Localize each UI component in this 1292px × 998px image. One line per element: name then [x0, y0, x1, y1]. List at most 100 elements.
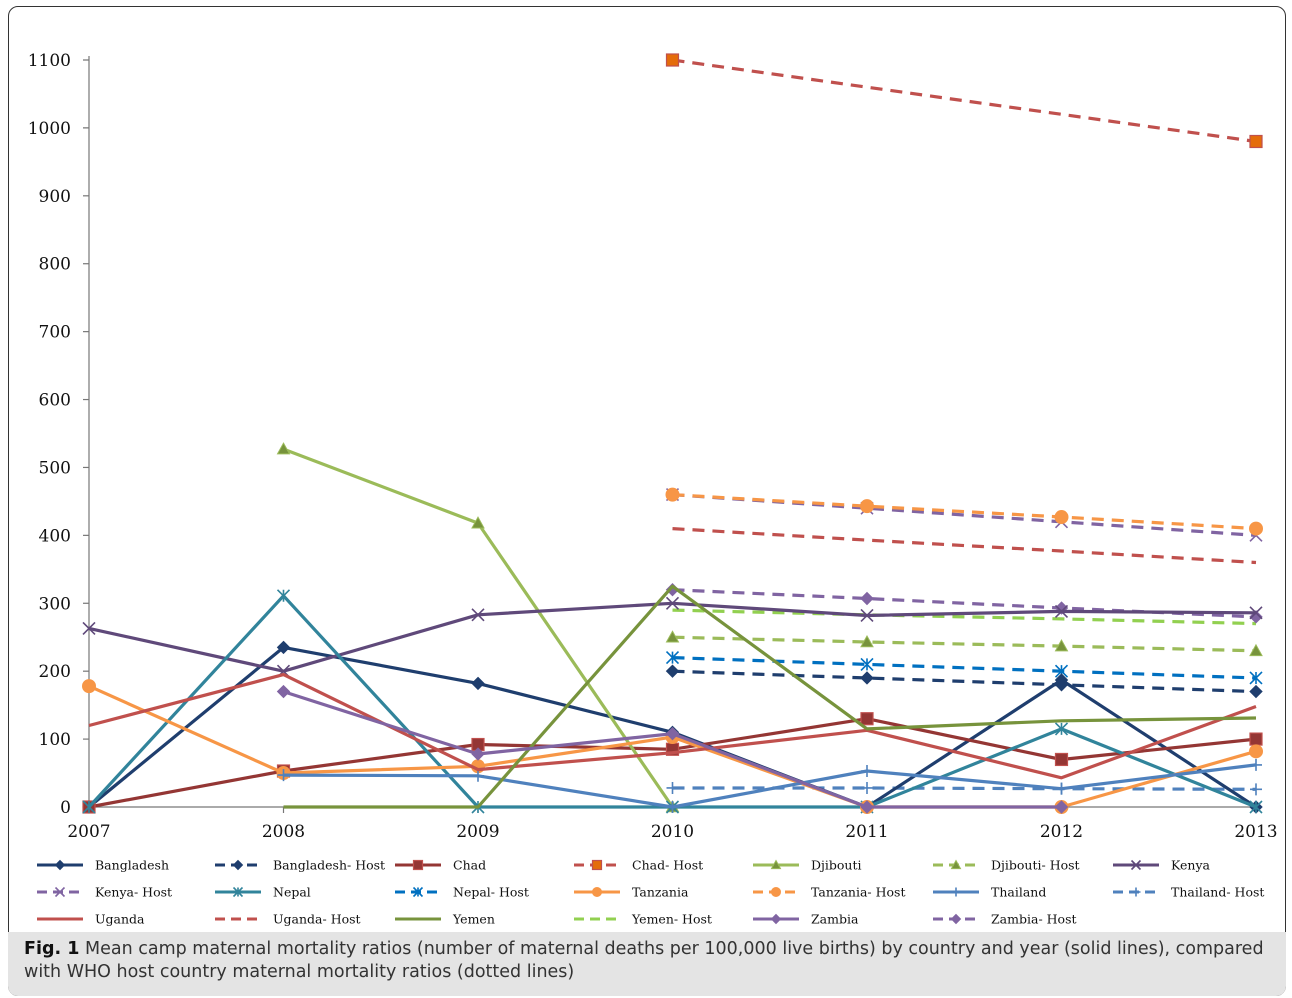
- y-tick-label: 1100: [28, 51, 71, 71]
- thailand-point: [277, 769, 290, 782]
- tanzania-point: [1249, 744, 1263, 759]
- legend-chad-host-marker: [591, 859, 603, 871]
- y-tick-label: 300: [39, 594, 71, 614]
- bangladesh-point: [471, 676, 485, 691]
- djibouti-host-point: [665, 630, 680, 643]
- chad-host-point: [665, 53, 680, 67]
- djibouti-point: [276, 442, 291, 455]
- x-tick-label: 2007: [67, 822, 110, 842]
- legend-djibouti-host-marker: [950, 859, 962, 870]
- kenya-point: [1054, 604, 1069, 618]
- y-tick-label: 900: [39, 187, 71, 207]
- x-tick-label: 2013: [1234, 822, 1277, 842]
- y-tick-label: 0: [60, 798, 71, 818]
- thailand-point: [472, 769, 484, 782]
- legend-bangladesh-marker: [54, 859, 66, 871]
- legend-nepal-marker: [232, 886, 244, 898]
- legend-zambia-label: Zambia: [811, 912, 859, 927]
- y-tick-label: 100: [39, 730, 71, 750]
- uganda-line: [88, 673, 1257, 780]
- legend-chad-label: Chad: [453, 858, 486, 873]
- bangladesh-point: [276, 640, 291, 655]
- legend-nepal-label: Nepal: [273, 885, 311, 900]
- nepal-host-point: [860, 657, 874, 671]
- kenya-point: [82, 621, 96, 635]
- chad-host-line: [672, 58, 1257, 144]
- chad-point: [1054, 752, 1069, 767]
- nepal-point: [82, 800, 96, 814]
- kenya-point: [1249, 606, 1263, 620]
- x-tick-label: 2010: [651, 822, 694, 842]
- kenya-host-line: [672, 493, 1257, 537]
- legend-bangladesh-label: Bangladesh: [95, 858, 169, 873]
- chad-point: [860, 712, 874, 726]
- zambia-point: [860, 800, 874, 814]
- djibouti-host-point: [1054, 639, 1069, 652]
- legend-djibouti-host-label: Djibouti- Host: [991, 858, 1080, 873]
- tanzania-host-point: [860, 499, 874, 514]
- chad-point: [1249, 732, 1263, 746]
- bangladesh-host-line: [672, 669, 1257, 694]
- thailand-point: [1055, 782, 1068, 795]
- kenya-point: [665, 596, 680, 610]
- legend-tanzania-label: Tanzania: [632, 885, 689, 900]
- djibouti-host-line: [672, 635, 1257, 653]
- legend-bangladesh-host-marker: [232, 859, 244, 871]
- bangladesh-host-point: [1249, 684, 1263, 699]
- thailand-point: [1250, 758, 1262, 771]
- legend-kenya-host-label: Kenya- Host: [95, 885, 172, 900]
- line-chart: 0 100 200 300 400 500 600 700 800 900 1000 1100 2007…: [28, 51, 1278, 927]
- djibouti-host-point: [1249, 643, 1263, 657]
- bangladesh-host-point: [665, 664, 680, 678]
- y-tick-label: 200: [39, 662, 71, 682]
- legend-tanzania-host-label: Tanzania- Host: [811, 885, 905, 900]
- x-tick-label: 2009: [456, 822, 499, 842]
- legend-djibouti-marker: [770, 859, 782, 870]
- figure-frame: 0 100 200 300 400 500 600 700 800 900 1000 1100 2007…: [8, 6, 1286, 996]
- bangladesh-host-point: [860, 671, 874, 685]
- legend-tanzania-host-marker: [771, 887, 781, 897]
- tanzania-point: [82, 679, 96, 694]
- figure-caption-text: Mean camp maternal mortality ratios (num…: [24, 939, 1264, 982]
- nepal-point: [1054, 722, 1069, 736]
- y-tick-label: 800: [39, 255, 71, 275]
- y-tick-label: 400: [39, 526, 71, 546]
- legend-uganda-host-label: Uganda- Host: [273, 912, 361, 927]
- legend-thailand-host-marker: [1131, 887, 1141, 897]
- yemen-line: [283, 584, 1257, 809]
- legend-tanzania-marker: [592, 887, 602, 897]
- legend-chad-marker: [412, 859, 424, 871]
- kenya-point: [471, 608, 485, 622]
- y-tick-label: 600: [39, 391, 71, 411]
- tanzania-host-point: [665, 487, 680, 502]
- uganda-host-line: [672, 527, 1257, 565]
- zambia-point: [276, 684, 291, 699]
- thailand-point: [666, 801, 679, 813]
- x-tick-label: 2011: [845, 822, 888, 842]
- yemen-host-line: [672, 608, 1257, 626]
- legend-thailand-host-label: Thailand- Host: [1171, 885, 1264, 900]
- nepal-host-point: [665, 651, 680, 665]
- zambia-point: [1054, 800, 1069, 814]
- legend-kenya-host-marker: [54, 886, 66, 898]
- thailand-host-point: [861, 781, 873, 794]
- figure-label: Fig. 1: [24, 939, 80, 959]
- zambia-host-point: [860, 591, 874, 606]
- legend-zambia-host-label: Zambia- Host: [991, 912, 1077, 927]
- legend-nepal-host-label: Nepal- Host: [453, 885, 529, 900]
- zambia-point: [665, 726, 680, 741]
- legend-chad-host-label: Chad- Host: [632, 858, 703, 873]
- legend-bangladesh-host-label: Bangladesh- Host: [273, 858, 385, 873]
- legend-uganda-label: Uganda: [95, 912, 145, 927]
- tanzania-host-line: [672, 493, 1257, 531]
- nepal-host-line: [672, 656, 1257, 680]
- legend-yemen-host-label: Yemen- Host: [631, 912, 712, 927]
- tanzania-host-point: [1054, 510, 1069, 525]
- legend-zambia-marker: [770, 913, 782, 925]
- kenya-point: [860, 608, 874, 623]
- x-tick-label: 2008: [262, 822, 305, 842]
- legend-zambia-host-marker: [950, 913, 962, 925]
- djibouti-host-point: [860, 634, 874, 648]
- legend-yemen-label: Yemen: [452, 912, 495, 927]
- djibouti-point: [471, 516, 485, 529]
